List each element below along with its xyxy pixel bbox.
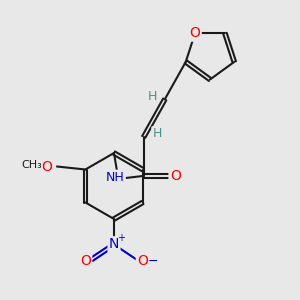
Text: O: O — [80, 254, 91, 268]
Text: N: N — [109, 238, 119, 251]
Text: H: H — [148, 90, 158, 103]
Text: +: + — [117, 233, 124, 243]
Text: O: O — [190, 26, 200, 40]
Text: NH: NH — [106, 171, 124, 184]
Text: H: H — [153, 128, 162, 140]
Text: −: − — [148, 254, 158, 268]
Text: O: O — [41, 160, 52, 173]
Text: CH₃: CH₃ — [21, 160, 42, 170]
Text: O: O — [170, 169, 181, 183]
Text: O: O — [137, 254, 148, 268]
